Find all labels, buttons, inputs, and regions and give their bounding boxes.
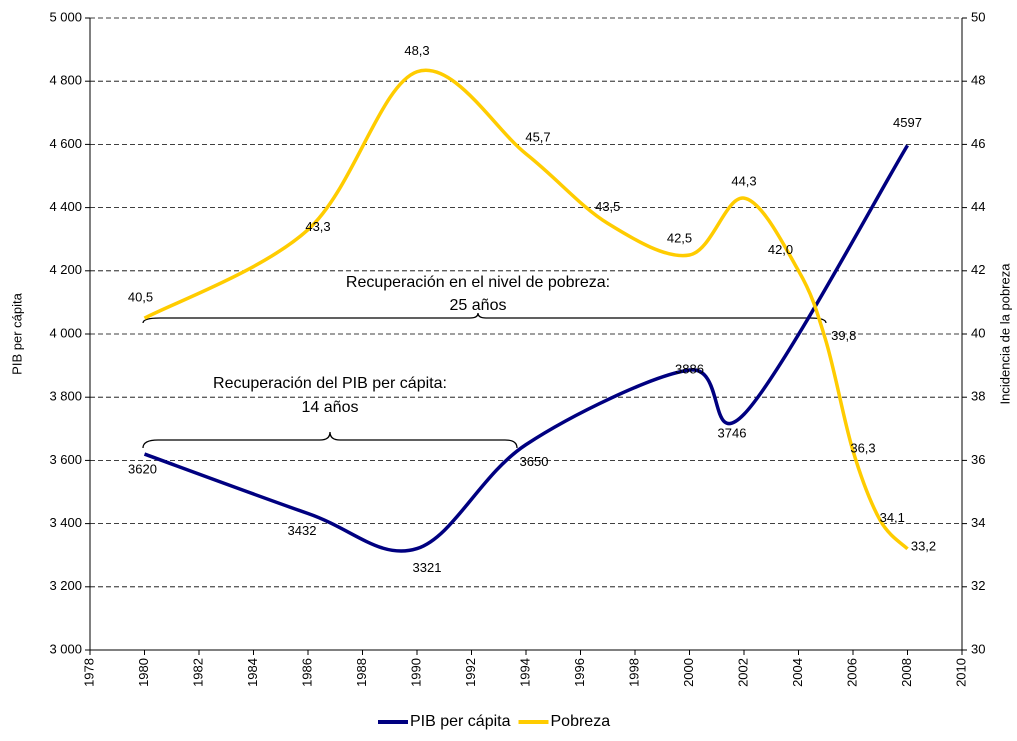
y-tick-label: 3 000 (49, 641, 82, 656)
x-tick-label: 1980 (136, 658, 151, 687)
y2-tick-label: 38 (971, 389, 985, 404)
data-label: 40,5 (128, 290, 153, 305)
data-label: 3432 (288, 523, 317, 538)
y2-tick-label: 30 (971, 641, 985, 656)
y-tick-label: 3 200 (49, 578, 82, 593)
legend-label: Pobreza (551, 713, 611, 730)
x-tick-label: 1998 (626, 658, 641, 687)
annotation: Recuperación en el nivel de pobreza: (346, 274, 610, 291)
x-tick-label: 2004 (790, 658, 805, 687)
y2-tick-label: 44 (971, 199, 985, 214)
x-tick-label: 1978 (81, 658, 96, 687)
y-tick-label: 5 000 (49, 9, 82, 24)
data-label: 44,3 (731, 174, 756, 189)
annotation: 25 años (450, 297, 507, 314)
x-tick-label: 1990 (408, 658, 423, 687)
y-tick-label: 4 400 (49, 199, 82, 214)
y-tick-label: 3 600 (49, 452, 82, 467)
data-label: 45,7 (525, 129, 550, 144)
y2-tick-label: 50 (971, 9, 985, 24)
data-label: 3650 (520, 454, 549, 469)
data-label: 48,3 (404, 43, 429, 58)
x-tick-label: 1984 (245, 658, 260, 687)
y2-tick-label: 32 (971, 578, 985, 593)
data-label: 3321 (413, 560, 442, 575)
y-tick-label: 3 400 (49, 515, 82, 530)
y-tick-label: 4 200 (49, 262, 82, 277)
brace (142, 431, 518, 449)
x-tick-label: 1994 (517, 658, 532, 687)
line (143, 144, 909, 553)
y2-tick-label: 46 (971, 136, 985, 151)
data-label: 3620 (128, 462, 157, 477)
y2-tick-label: 36 (971, 452, 985, 467)
data-label: 42,5 (667, 230, 692, 245)
y-tick-label: 4 800 (49, 73, 82, 88)
data-label: 3886 (675, 361, 704, 376)
y-tick-label: 4 600 (49, 136, 82, 151)
y-tick-label: 4 000 (49, 325, 82, 340)
x-tick-label: 1992 (463, 658, 478, 687)
data-label: 34,1 (880, 510, 905, 525)
data-label: 42,0 (768, 242, 793, 257)
x-tick-label: 2010 (953, 658, 968, 687)
x-tick-label: 2002 (735, 658, 750, 687)
x-tick-label: 2008 (899, 658, 914, 687)
data-label: 33,2 (911, 538, 936, 553)
data-label: 3746 (718, 426, 747, 441)
x-tick-label: 1986 (299, 658, 314, 687)
x-tick-label: 2006 (844, 658, 859, 687)
y-tick-label: 3 800 (49, 389, 82, 404)
data-label: 43,3 (305, 219, 330, 234)
y2-tick-label: 48 (971, 73, 985, 88)
x-tick-label: 1996 (572, 658, 587, 687)
brace (142, 312, 827, 324)
y2-axis-label: Incidencia de la pobreza (997, 263, 1012, 405)
y2-tick-label: 40 (971, 325, 985, 340)
annotation: 14 años (302, 399, 359, 416)
data-label: 4597 (893, 115, 922, 130)
data-label: 36,3 (850, 440, 875, 455)
x-tick-label: 2000 (681, 658, 696, 687)
x-tick-label: 1988 (354, 658, 369, 687)
line (143, 68, 909, 551)
annotation: Recuperación del PIB per cápita: (213, 375, 447, 392)
legend-label: PIB per cápita (410, 713, 511, 730)
data-label: 39,8 (831, 328, 856, 343)
y2-tick-label: 34 (971, 515, 985, 530)
data-label: 43,5 (595, 199, 620, 214)
y2-tick-label: 42 (971, 262, 985, 277)
y-axis-label: PIB per cápita (9, 292, 24, 374)
x-tick-label: 1982 (190, 658, 205, 687)
